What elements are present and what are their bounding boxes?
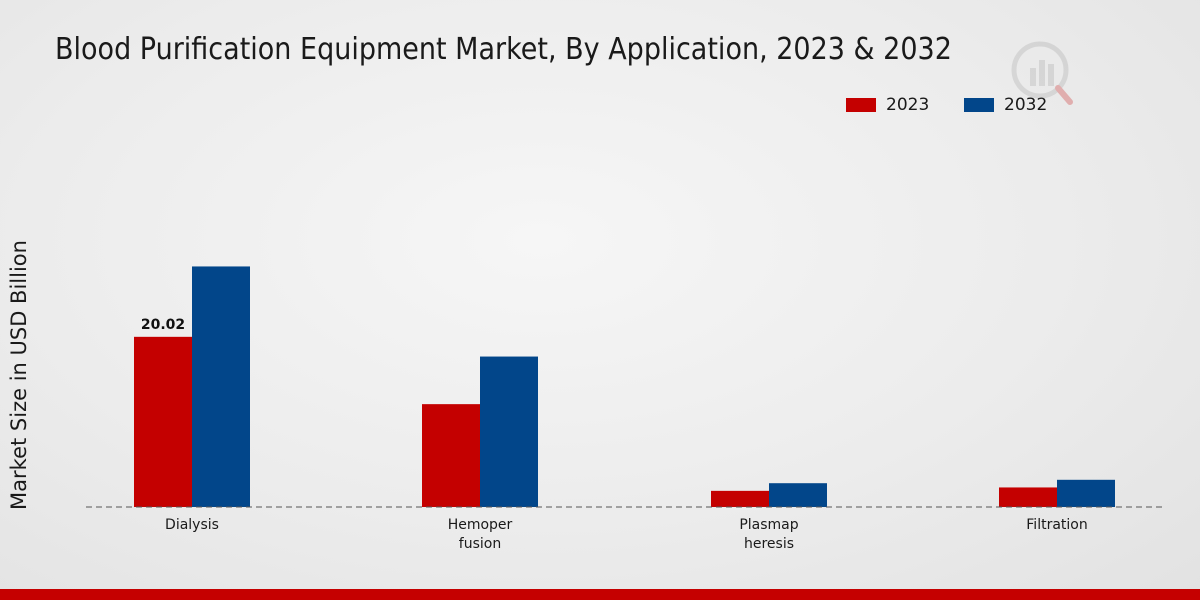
legend-swatch-2032 xyxy=(964,98,994,112)
x-tick-label: Filtration xyxy=(1026,517,1087,533)
bottom-accent-bar xyxy=(0,589,1200,600)
bar-2032-filtration xyxy=(1057,479,1115,507)
bar-2032-plasmapheresis xyxy=(769,483,827,507)
bar-2032-hemoperfusion xyxy=(480,356,538,507)
data-labels: 20.02 xyxy=(141,317,185,333)
x-tick-label-line: fusion xyxy=(459,536,501,552)
bars-group xyxy=(134,266,1115,507)
x-tick-label: Hemoper fusion xyxy=(448,517,513,552)
x-tick-label-line: Filtration xyxy=(1026,517,1087,533)
legend-swatch-2023 xyxy=(846,98,876,112)
legend-item-2032: 2032 xyxy=(964,95,1047,115)
x-tick-label-line: Hemoper xyxy=(448,517,513,533)
bar-2023-filtration xyxy=(999,487,1057,507)
x-tick-label-line: Plasmap xyxy=(739,517,798,533)
legend-item-2023: 2023 xyxy=(846,95,929,115)
x-tick-labels: Dialysis Hemoper fusion Plasmap heresis Filtr… xyxy=(165,517,1088,552)
legend-label-2032: 2032 xyxy=(1004,95,1048,115)
bar-2023-dialysis xyxy=(134,336,192,507)
bar-2032-dialysis xyxy=(192,266,250,507)
watermark-logo-icon xyxy=(1011,41,1073,105)
bar-2023-hemoperfusion xyxy=(422,404,480,507)
x-tick-label: Dialysis xyxy=(165,517,219,533)
bar-2023-plasmapheresis xyxy=(711,490,769,507)
x-tick-label-line: heresis xyxy=(744,536,794,552)
y-axis-label: Market Size in USD Billion xyxy=(7,240,31,510)
legend-label-2023: 2023 xyxy=(886,95,930,115)
data-label: 20.02 xyxy=(141,317,185,333)
chart-title: Blood Purification Equipment Market, By … xyxy=(55,32,952,67)
x-tick-label: Plasmap heresis xyxy=(739,517,798,552)
x-tick-label-line: Dialysis xyxy=(165,517,219,533)
